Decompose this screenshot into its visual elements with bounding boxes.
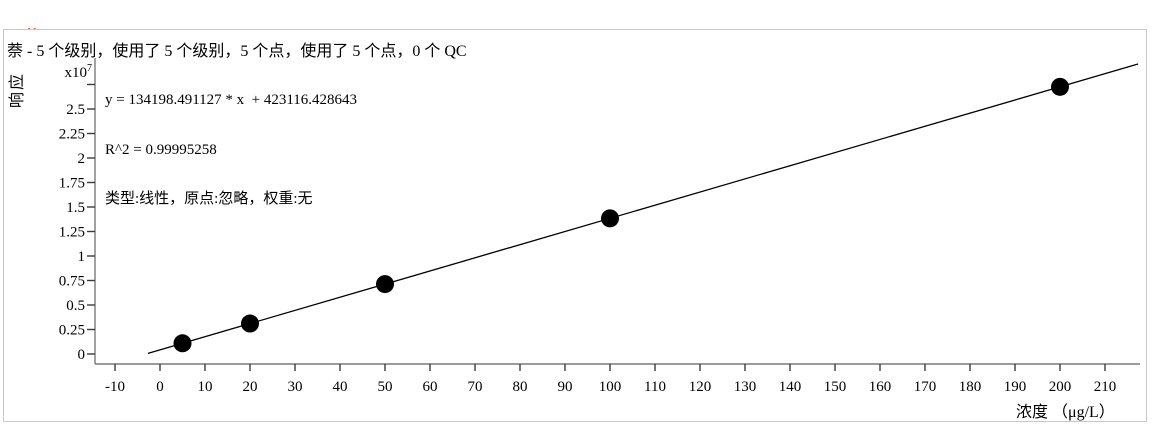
x-tick-label: 0	[156, 379, 164, 395]
x-axis-title: 浓度 （μg/L）	[1016, 404, 1115, 421]
y-axis-multiplier: x107	[64, 63, 93, 81]
x-tick-label: 140	[779, 379, 802, 395]
y-tick-label: 0	[78, 347, 86, 363]
x-tick-label: 210	[1094, 379, 1117, 395]
x-tick-label: 40	[333, 379, 348, 395]
y-tick-label: 0.75	[59, 274, 85, 290]
fit-r-squared: R^2 = 0.99995258	[105, 141, 217, 158]
x-tick-label: 80	[513, 379, 528, 395]
x-tick-label: 160	[869, 379, 892, 395]
x-tick-label: 60	[423, 379, 438, 395]
y-tick-label: 1.5	[66, 200, 85, 216]
x-tick-label: 100	[599, 379, 622, 395]
calibration-point	[173, 334, 192, 353]
x-tick-label: 10	[198, 379, 213, 395]
calibration-point	[241, 314, 259, 333]
y-tick-label: 1	[78, 249, 86, 265]
x-tick-label: 50	[378, 379, 393, 395]
fit-equation-block: y = 134198.491127 * x + 423116.428643 R^…	[105, 59, 357, 241]
y-tick-label: 2.5	[66, 102, 85, 118]
calibration-point	[601, 209, 619, 228]
calibration-point	[376, 275, 394, 294]
fit-model-info: 类型:线性，原点:忽略，权重:无	[105, 191, 313, 207]
fit-equation: y = 134198.491127 * x + 423116.428643	[105, 92, 358, 108]
x-tick-label: 150	[824, 379, 847, 395]
y-tick-label: 1.75	[59, 176, 85, 192]
x-tick-label: 200	[1049, 379, 1072, 395]
y-axis-exponent: 7	[87, 63, 92, 74]
x-tick-label: -10	[105, 379, 125, 395]
x-tick-label: 180	[959, 379, 982, 395]
x-tick-label: 70	[468, 379, 483, 395]
calibration-point	[1051, 77, 1069, 96]
x-tick-label: 190	[1004, 379, 1027, 395]
chart-title: 萘 - 5 个级别，使用了 5 个级别，5 个点，使用了 5 个点，0 个 QC	[7, 43, 467, 60]
y-tick-label: 1.25	[59, 225, 85, 241]
x-tick-label: 20	[243, 379, 258, 395]
chart-panel	[3, 29, 1147, 422]
fit-line	[147, 63, 1139, 354]
y-tick-label: 0.5	[66, 298, 85, 314]
x-tick-label: 120	[689, 379, 712, 395]
x-tick-label: 30	[288, 379, 303, 395]
x-tick-label: 130	[734, 379, 757, 395]
x-tick-label: 110	[644, 379, 666, 395]
y-tick-label: 2	[78, 151, 86, 167]
x-tick-label: 90	[558, 379, 573, 395]
y-tick-label: 2.25	[59, 127, 85, 143]
x-tick-label: 170	[914, 379, 937, 395]
y-tick-label: 0.25	[59, 323, 85, 339]
